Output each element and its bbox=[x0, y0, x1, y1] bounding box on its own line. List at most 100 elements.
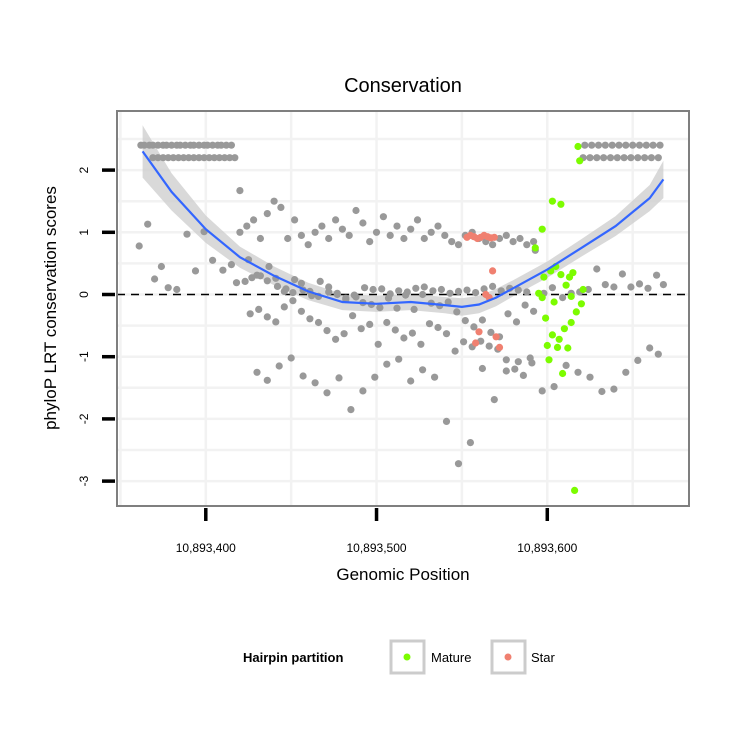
point-other bbox=[601, 281, 609, 289]
point-other bbox=[289, 297, 297, 305]
x-tick-label: 10,893,600 bbox=[517, 541, 577, 555]
point-other bbox=[323, 327, 331, 335]
point-other bbox=[615, 141, 623, 149]
point-other bbox=[514, 358, 522, 366]
point-other bbox=[270, 197, 278, 205]
point-other bbox=[622, 141, 630, 149]
point-other bbox=[333, 289, 341, 297]
point-other bbox=[306, 315, 314, 323]
point-other bbox=[273, 282, 282, 290]
point-other bbox=[157, 262, 165, 271]
point-other bbox=[314, 318, 323, 327]
point-other bbox=[154, 141, 162, 149]
point-other bbox=[417, 340, 425, 348]
point-other bbox=[316, 277, 324, 285]
data-points bbox=[135, 141, 668, 494]
point-other bbox=[407, 377, 415, 385]
point-other bbox=[284, 234, 292, 243]
y-tick-label: 0 bbox=[77, 291, 91, 298]
point-other bbox=[174, 154, 183, 162]
point-other bbox=[489, 282, 497, 290]
point-mature bbox=[540, 273, 548, 281]
point-other bbox=[470, 323, 478, 331]
point-other bbox=[649, 141, 657, 149]
point-other bbox=[618, 270, 627, 278]
point-other bbox=[384, 294, 393, 302]
point-other bbox=[656, 141, 664, 149]
legend-entry-star: Star bbox=[490, 639, 556, 675]
point-mature bbox=[567, 292, 575, 300]
point-other bbox=[183, 230, 191, 238]
point-other bbox=[190, 154, 198, 162]
point-other bbox=[442, 417, 451, 425]
point-other bbox=[275, 362, 283, 370]
point-star bbox=[489, 267, 497, 275]
point-other bbox=[634, 154, 642, 162]
point-other bbox=[490, 396, 498, 404]
point-other bbox=[340, 330, 348, 338]
point-mature bbox=[553, 343, 562, 351]
point-other bbox=[514, 286, 522, 294]
point-other bbox=[395, 355, 403, 363]
point-other bbox=[241, 277, 249, 285]
point-other bbox=[227, 141, 235, 149]
point-other bbox=[620, 154, 628, 162]
point-other bbox=[420, 234, 428, 243]
point-other bbox=[149, 154, 157, 162]
legend-key-star bbox=[490, 639, 527, 675]
point-other bbox=[425, 320, 434, 328]
point-other bbox=[610, 283, 618, 291]
point-other bbox=[210, 154, 218, 162]
point-star bbox=[490, 233, 498, 241]
point-other bbox=[374, 340, 382, 348]
point-other bbox=[246, 310, 254, 318]
point-mature bbox=[562, 281, 570, 289]
point-other bbox=[634, 356, 642, 364]
point-mature bbox=[531, 244, 539, 252]
point-other bbox=[446, 289, 454, 297]
point-other bbox=[538, 387, 546, 395]
point-other bbox=[277, 203, 285, 211]
x-axis-title: Genomic Position bbox=[336, 565, 469, 584]
point-other bbox=[593, 154, 601, 162]
point-other bbox=[419, 290, 427, 299]
point-other bbox=[393, 304, 401, 312]
point-other bbox=[653, 271, 661, 279]
point-mature bbox=[550, 298, 558, 306]
point-other bbox=[180, 154, 188, 162]
legend-entry-mature: Mature bbox=[389, 639, 471, 675]
point-mature bbox=[538, 294, 546, 302]
point-other bbox=[598, 387, 606, 396]
point-other bbox=[222, 141, 230, 149]
y-tick-label: -3 bbox=[77, 475, 91, 486]
point-other bbox=[412, 284, 420, 292]
point-star bbox=[475, 328, 483, 336]
point-other bbox=[159, 154, 167, 162]
point-other bbox=[408, 329, 416, 337]
point-other bbox=[526, 354, 534, 362]
point-other bbox=[263, 277, 271, 285]
point-other bbox=[400, 334, 408, 342]
point-other bbox=[243, 222, 251, 230]
point-other bbox=[221, 154, 229, 162]
point-other bbox=[629, 141, 637, 149]
point-other bbox=[413, 216, 422, 224]
point-other bbox=[369, 285, 377, 294]
point-other bbox=[209, 141, 217, 149]
point-other bbox=[434, 222, 442, 230]
point-mature bbox=[548, 331, 557, 339]
point-other bbox=[407, 225, 415, 233]
point-other bbox=[391, 326, 399, 334]
point-other bbox=[472, 289, 480, 297]
grid-lines bbox=[117, 111, 689, 506]
point-other bbox=[236, 187, 244, 195]
y-axis-ticks: 2 1 0 -1 -2 -3 bbox=[77, 166, 115, 486]
point-other bbox=[357, 325, 365, 333]
point-other bbox=[280, 303, 288, 311]
point-other bbox=[325, 234, 333, 243]
point-other bbox=[200, 154, 208, 162]
point-other bbox=[431, 373, 439, 381]
point-other bbox=[255, 305, 263, 313]
point-other bbox=[169, 154, 177, 162]
